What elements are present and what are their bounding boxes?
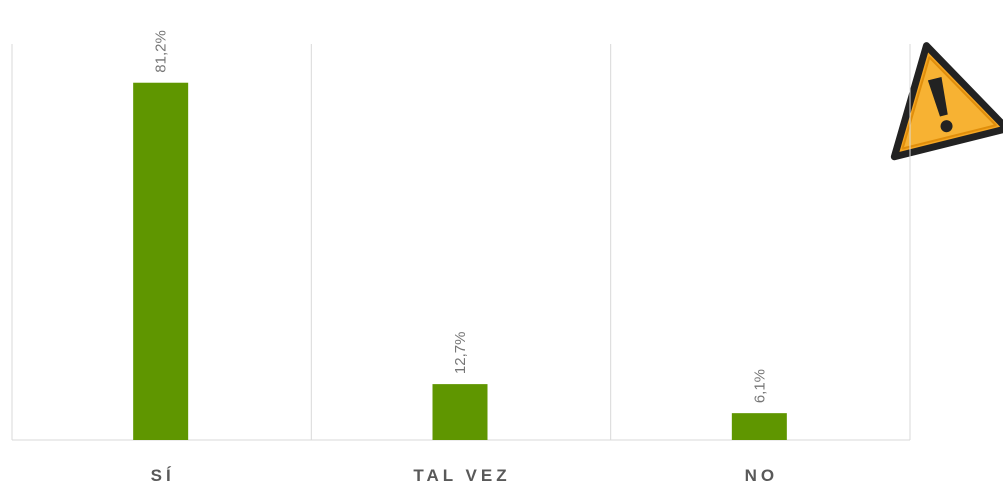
- data-label: 6,1%: [751, 369, 768, 403]
- x-tick-label: TAL VEZ: [413, 466, 510, 485]
- data-label: 12,7%: [452, 332, 469, 375]
- bar: [133, 82, 189, 440]
- x-tick-label: SÍ: [151, 466, 175, 485]
- x-tick-label: NO: [745, 466, 779, 485]
- data-label: 81,2%: [153, 30, 170, 73]
- bar: [432, 384, 488, 440]
- bar: [731, 413, 787, 440]
- warning-icon: [890, 42, 1003, 161]
